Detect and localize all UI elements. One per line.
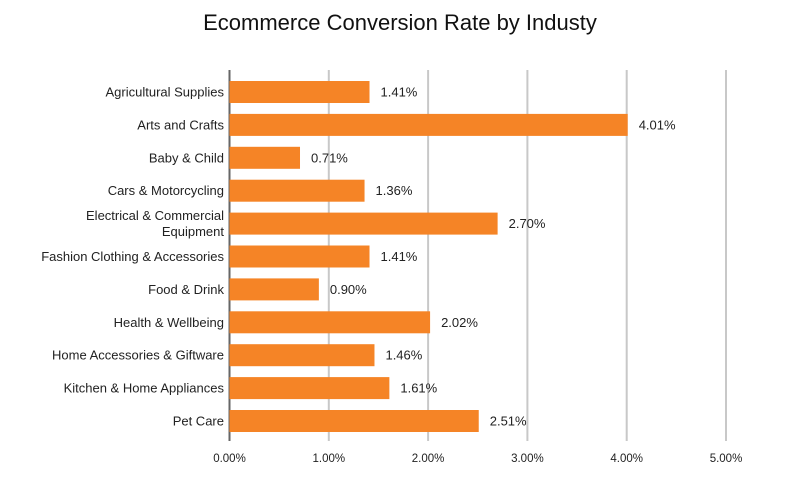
category-label: Baby & Child [149,150,224,165]
x-tick-label: 2.00% [412,453,445,465]
value-label: 0.71% [311,150,348,165]
category-label: Kitchen & Home Appliances [64,381,225,396]
category-label: Cars & Motorcycling [108,183,224,198]
category-label: Home Accessories & Giftware [52,348,224,363]
bar [229,410,479,432]
category-label: Health & Wellbeing [114,315,224,330]
bar [229,311,431,334]
value-label: 4.01% [639,117,676,132]
value-label: 1.41% [381,85,418,100]
bar [229,344,375,367]
value-label: 1.46% [385,348,422,363]
category-label: Fashion Clothing & Accessories [41,249,224,264]
bar [229,377,390,400]
value-label: 0.90% [330,282,367,297]
x-tick-label: 0.00% [213,453,246,465]
x-tick-label: 1.00% [312,453,345,465]
bar [229,245,370,268]
category-label: Food & Drink [148,282,224,297]
bar [229,113,628,136]
category-label: Electrical & Commercial [86,208,224,223]
x-tick-label: 5.00% [710,453,743,465]
value-label: 2.02% [441,315,478,330]
bar [229,212,498,235]
category-labels: Agricultural Supplies Arts and Crafts Baby… [41,85,224,429]
chart-title: Ecommerce Conversion Rate by Industy [203,10,597,35]
category-label: Agricultural Supplies [105,85,224,100]
x-tick-labels: 0.00% 1.00% 2.00% 3.00% 4.00% 5.00% [213,453,742,465]
bar [229,146,301,169]
x-tick-label: 3.00% [511,453,544,465]
category-label: Equipment [162,224,225,239]
bar [229,81,370,103]
bar [229,179,365,202]
value-label: 1.36% [376,183,413,198]
category-label: Pet Care [173,414,224,429]
bar [229,278,319,301]
value-label: 1.61% [400,381,437,396]
value-label: 2.51% [490,414,527,429]
value-label: 2.70% [509,216,546,231]
bars: 1.41% 4.01% 0.71% 1.36% 2.70% 1.41% 0.90% 2.02%… [229,81,676,432]
value-label: 1.41% [381,249,418,264]
x-tick-label: 4.00% [610,453,643,465]
category-label: Arts and Crafts [137,117,224,132]
